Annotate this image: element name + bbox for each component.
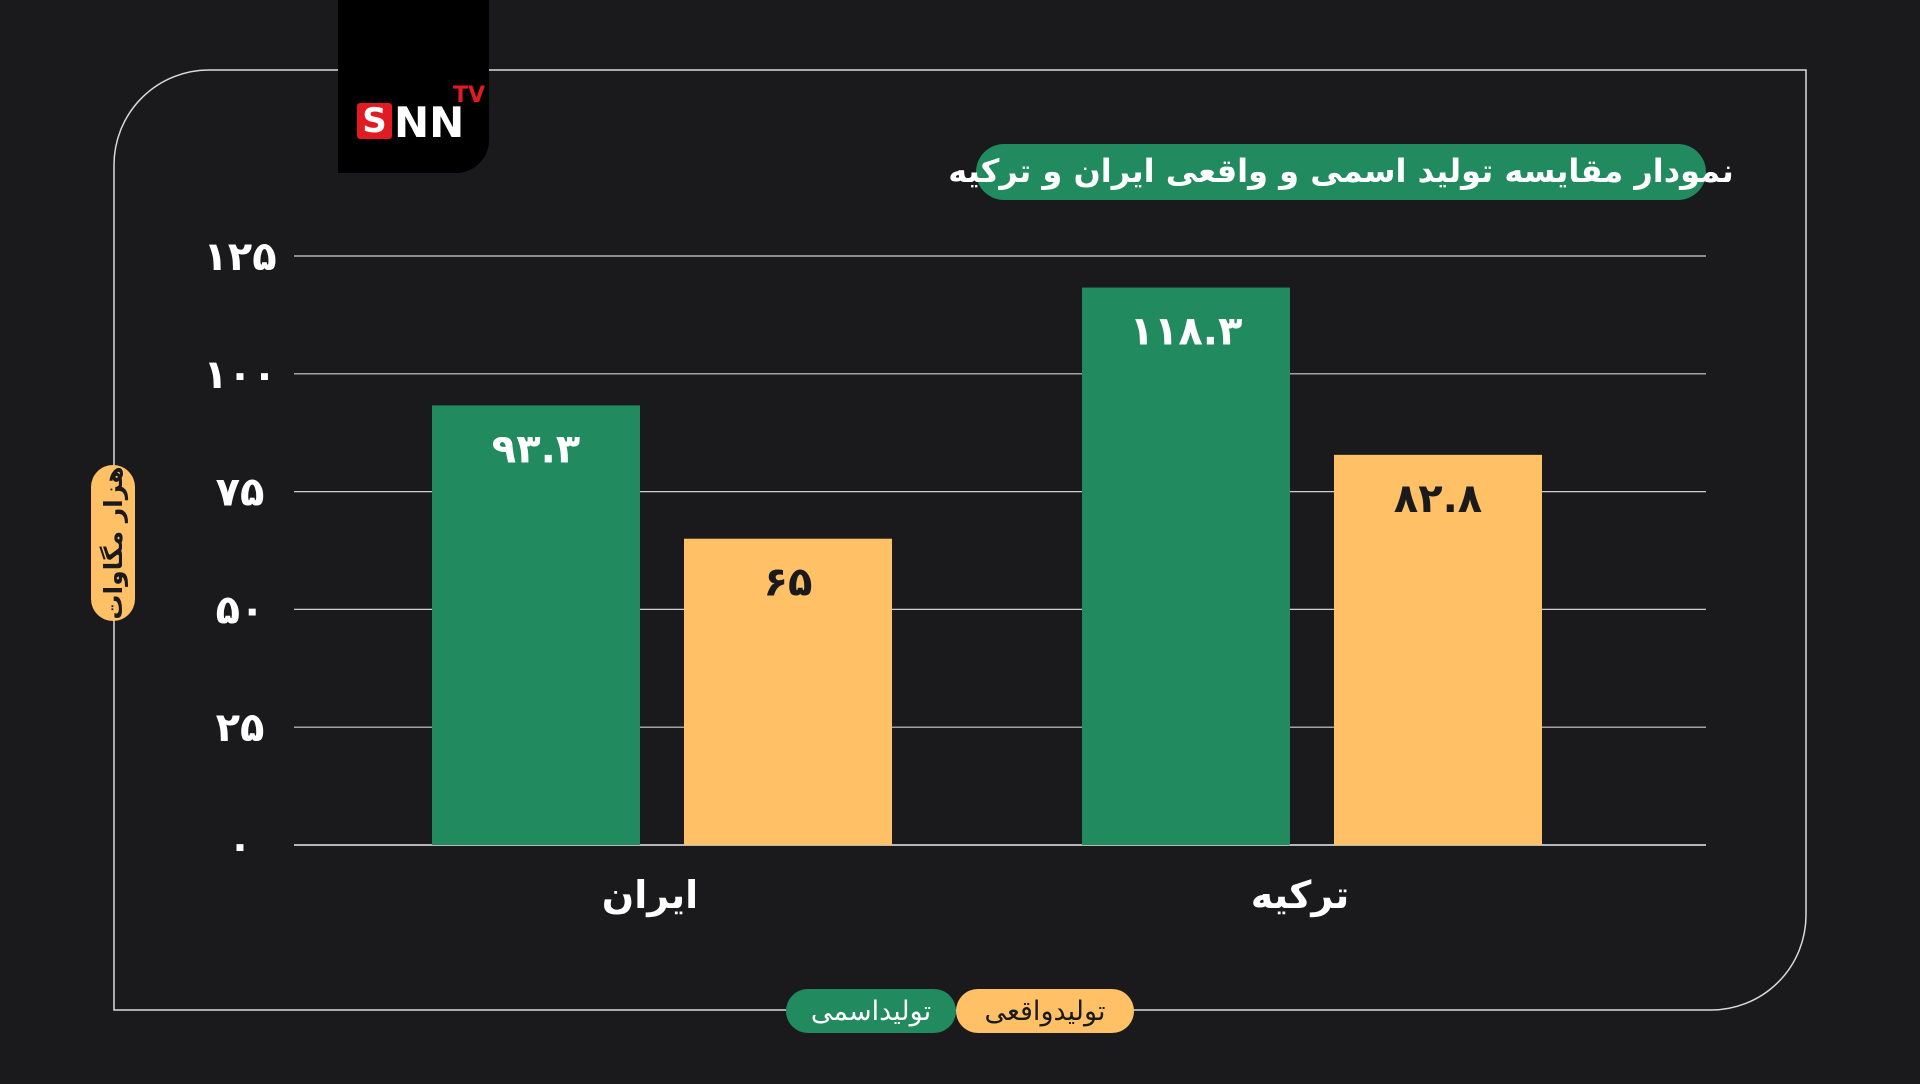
y-tick-label: ۰ bbox=[228, 823, 252, 869]
legend-label-actual: تولیدواقعی bbox=[985, 996, 1106, 1027]
logo-s-letter: S bbox=[362, 101, 387, 141]
legend-swatch-nominal bbox=[786, 989, 956, 1033]
bar-nominal bbox=[1082, 287, 1290, 845]
logo-tv-letters: TV bbox=[453, 83, 485, 108]
y-tick-label: ۱۰۰ bbox=[203, 352, 276, 398]
bar-layer: ۹۳.۳ ۶۵ ۱۱۸.۳ ۸۲.۸ bbox=[432, 287, 1542, 845]
bar-value-label: ۱۱۸.۳ bbox=[1130, 309, 1243, 355]
chart-frame bbox=[113, 69, 1807, 1011]
y-axis-label-group: هزار مگاوات bbox=[91, 465, 135, 621]
y-tick-label: ۱۲۵ bbox=[203, 234, 276, 280]
bar-nominal bbox=[432, 405, 640, 845]
x-tick-layer: ایران ترکیه bbox=[602, 873, 1349, 917]
legend-label-nominal: تولیداسمی bbox=[811, 996, 931, 1027]
y-tick-label: ۷۵ bbox=[216, 470, 265, 516]
bar-value-label: ۹۳.۳ bbox=[492, 426, 580, 472]
bar-actual bbox=[684, 538, 892, 845]
x-tick-label: ایران bbox=[602, 873, 698, 917]
y-axis-label-pill bbox=[91, 465, 135, 621]
chart-title: نمودار مقایسه تولید اسمی و واقعی ایران و… bbox=[948, 152, 1733, 190]
legend: تولیدواقعی تولیداسمی bbox=[786, 989, 1134, 1033]
legend-swatch-actual bbox=[956, 989, 1134, 1033]
snn-logo: S NN TV bbox=[338, 0, 489, 173]
bar-actual bbox=[1334, 454, 1542, 845]
title-pill bbox=[976, 144, 1706, 200]
bar-value-label: ۶۵ bbox=[764, 560, 813, 606]
y-tick-label: ۵۰ bbox=[216, 587, 265, 633]
logo-nn-letters: NN bbox=[394, 98, 464, 147]
y-axis-label: هزار مگاوات bbox=[99, 466, 129, 619]
y-tick-label: ۲۵ bbox=[216, 705, 265, 751]
x-tick-label: ترکیه bbox=[1251, 873, 1350, 917]
y-tick-layer: ۰ ۲۵ ۵۰ ۷۵ ۱۰۰ ۱۲۵ bbox=[203, 234, 276, 869]
bar-value-label: ۸۲.۸ bbox=[1394, 476, 1482, 522]
